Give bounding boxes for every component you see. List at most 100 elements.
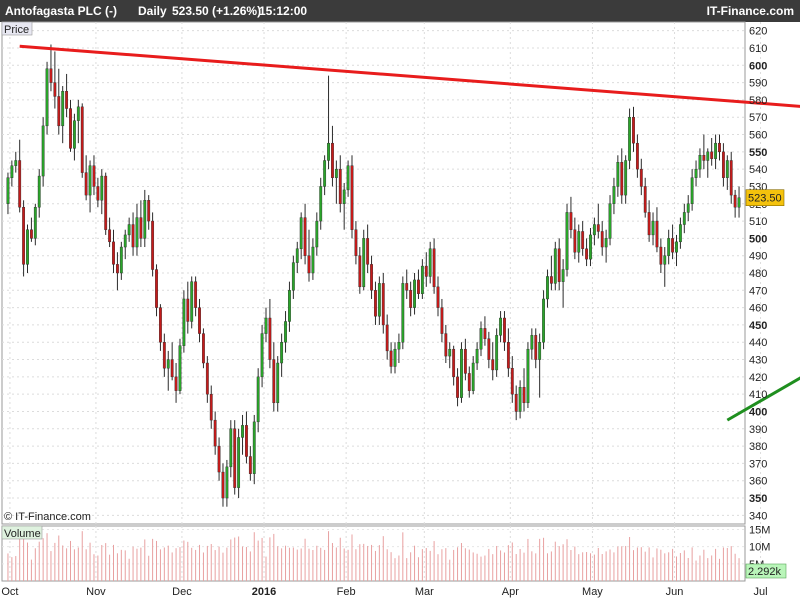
candle-body	[671, 238, 674, 253]
candle-body	[41, 125, 45, 177]
price-tick-label: 620	[749, 26, 767, 38]
last-price-change: 523.50 (+1.26%)	[172, 4, 262, 18]
price-tick-label: 440	[749, 337, 767, 349]
candle-body	[409, 290, 413, 308]
last-price-tag: 523.50	[748, 193, 782, 205]
date-tick-label: Mar	[415, 586, 434, 598]
candle-body	[241, 425, 244, 438]
price-label-bg	[1, 21, 33, 36]
candle-body	[295, 248, 299, 263]
candle-body	[264, 317, 268, 334]
price-tick-label: 510	[749, 216, 767, 228]
candle-body	[248, 456, 252, 474]
candle-body	[569, 212, 573, 230]
candle-body	[467, 373, 471, 391]
instrument-title: Antofagasta PLC (-)	[5, 4, 117, 18]
candle-body	[714, 142, 717, 159]
candle-body	[565, 212, 569, 270]
candle-body	[675, 241, 678, 253]
price-tick-label: 610	[749, 43, 767, 55]
price-tick-label: 490	[749, 251, 767, 263]
date-tick-label: Jun	[666, 586, 684, 598]
candle-body	[651, 220, 655, 236]
candle-body	[198, 307, 201, 334]
candle-body	[432, 248, 436, 288]
candle-body	[585, 248, 588, 260]
candle-body	[112, 241, 115, 265]
candle-body	[557, 248, 561, 282]
candle-body	[514, 393, 518, 412]
date-tick-label: May	[582, 586, 603, 598]
price-tick-label: 340	[749, 510, 767, 522]
candle-body	[217, 445, 221, 473]
candle-body	[643, 186, 647, 213]
price-tick-label: 570	[749, 112, 767, 124]
copyright-text: © IT-Finance.com	[4, 511, 91, 523]
candle-body	[225, 466, 229, 499]
candle-body	[444, 333, 448, 357]
candle-body	[291, 262, 295, 291]
last-volume-tag: 2.292k	[748, 566, 782, 578]
candle-body	[49, 68, 53, 83]
candle-body	[690, 177, 694, 204]
candle-body	[620, 162, 624, 196]
candle-body	[460, 348, 463, 398]
price-tick-label: 470	[749, 285, 767, 297]
candle-body	[542, 298, 545, 343]
price-tick-label: 600	[749, 60, 767, 72]
candle-body	[538, 342, 542, 360]
candle-body	[417, 279, 420, 294]
candle-body	[162, 342, 166, 369]
candle-body	[573, 229, 577, 253]
candle-body	[213, 419, 217, 447]
candle-body	[424, 265, 428, 277]
candle-body	[299, 217, 303, 249]
candle-body	[229, 428, 233, 468]
candle-body	[413, 279, 416, 308]
candle-body	[88, 165, 92, 196]
candle-body	[420, 265, 424, 294]
candle-body	[561, 269, 565, 282]
candle-body	[319, 186, 323, 222]
volume-bars	[7, 531, 740, 581]
date-tick-label: Apr	[502, 586, 519, 598]
candle-body	[104, 175, 108, 230]
candle-body	[147, 200, 151, 222]
candle-body	[436, 286, 440, 308]
candle-body	[702, 155, 706, 161]
candle-body	[135, 217, 139, 248]
candle-body	[311, 246, 315, 274]
candle-body	[694, 168, 698, 178]
candle-body	[452, 348, 456, 378]
candle-body	[389, 350, 393, 367]
candle-body	[721, 151, 725, 178]
candle-body	[596, 224, 600, 232]
candle-body	[405, 283, 409, 291]
candle-body	[92, 165, 96, 187]
candle-body	[65, 91, 69, 109]
support-trendline	[726, 376, 800, 422]
candle-body	[260, 333, 264, 378]
candle-body	[725, 160, 729, 178]
panel-labels: Price Volume © IT-Finance.com	[1, 21, 91, 540]
candle-body	[733, 194, 737, 208]
candle-body	[143, 200, 147, 239]
candle-body	[377, 283, 381, 317]
candle-body	[69, 108, 72, 149]
candle-body	[256, 376, 260, 423]
price-tick-label: 460	[749, 303, 767, 315]
price-tick-label: 430	[749, 355, 767, 367]
candle-body	[186, 298, 190, 322]
last-volume-tag-bg	[745, 563, 787, 579]
candle-body	[483, 328, 487, 339]
candle-body	[628, 117, 631, 161]
candle-body	[463, 348, 467, 374]
candle-body	[647, 212, 651, 236]
volume-label-bg	[1, 525, 43, 540]
candle-body	[639, 168, 643, 187]
candle-body	[526, 348, 530, 404]
price-tick-label: 500	[749, 233, 767, 245]
candle-body	[272, 359, 276, 404]
candle-body	[491, 359, 495, 371]
candle-body	[53, 82, 57, 97]
